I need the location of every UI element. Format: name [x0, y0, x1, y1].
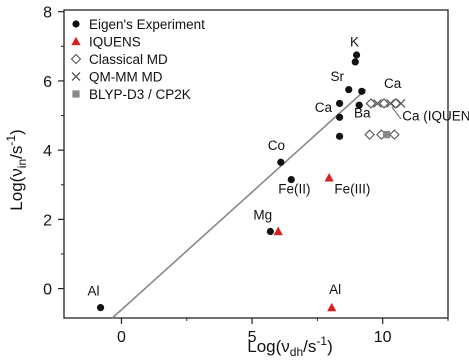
fit-line	[111, 89, 367, 319]
fit-line-layer	[111, 89, 367, 319]
x-axis-label-exp: -1	[316, 334, 327, 348]
data-point	[277, 158, 285, 166]
y-axis-label-sub: in	[15, 159, 29, 168]
y-tick-label: 2	[43, 212, 52, 229]
legend-label: QM-MM MD	[89, 70, 163, 85]
y-axis-label: Log(νin/s-1)	[4, 129, 29, 210]
data-point	[355, 101, 363, 109]
series-3	[373, 98, 406, 108]
legend-label: Classical MD	[89, 52, 168, 67]
data-point	[396, 98, 406, 108]
data-point	[324, 173, 334, 182]
point-annotation: Sr	[330, 69, 344, 84]
legend-marker	[70, 53, 82, 65]
data-point	[335, 132, 344, 140]
series-1	[273, 173, 337, 312]
data-point	[352, 51, 361, 59]
data-point	[287, 175, 295, 184]
data-point	[378, 98, 390, 109]
ca-iquens-pointer-line	[391, 106, 402, 120]
point-annotation: Fe(III)	[334, 181, 370, 196]
y-tick-label: 4	[43, 143, 52, 160]
data-point	[390, 98, 402, 109]
point-annotation: Mg	[253, 207, 272, 222]
point-annotation: Al	[329, 282, 341, 297]
data-point	[345, 85, 353, 94]
x-tick-label: 0	[117, 329, 126, 346]
data-point	[351, 58, 359, 66]
data-point	[273, 226, 283, 236]
axes: 0 5 10 0 2 4 6 8	[43, 5, 449, 346]
y-tick-label: 0	[43, 282, 52, 299]
data-point	[327, 302, 337, 312]
x-tick-label: 10	[374, 329, 392, 346]
x-axis-label-close: )	[327, 337, 333, 356]
series-0	[96, 51, 366, 312]
series-4	[383, 130, 391, 139]
data-point	[383, 130, 391, 139]
y-tick-label: 8	[43, 5, 52, 22]
data-point	[373, 98, 382, 108]
data-point	[386, 98, 395, 108]
y-tick-label: 6	[43, 74, 52, 91]
x-axis-label: Log(νdh/s-1)	[247, 334, 332, 359]
data-point	[389, 129, 400, 140]
legend-marker	[72, 20, 80, 28]
point-annotation: Al	[88, 284, 100, 299]
data-marks	[96, 51, 406, 312]
y-axis-label-exp: -1	[4, 135, 18, 146]
data-point	[335, 113, 344, 121]
legend-label: BLYP-D3 / CP2K	[89, 87, 191, 102]
legend-marker	[71, 72, 81, 81]
data-point	[358, 87, 366, 95]
plot-frame	[63, 9, 449, 319]
legend-label: IQUENS	[89, 35, 141, 50]
point-annotation: Ca	[384, 76, 402, 91]
point-annotation: K	[350, 34, 359, 49]
legend-marker	[72, 90, 80, 98]
x-tick-label: 5	[248, 329, 257, 346]
data-point	[96, 304, 105, 312]
point-annotation: Fe(II)	[278, 181, 310, 196]
point-annotation: Ca	[315, 100, 333, 115]
data-point	[335, 99, 344, 108]
annotations: Al Mg Co Fe(II) Fe(III) Al Ca Sr Ba K Ca Ca (IQUENS…	[88, 34, 469, 298]
data-point	[266, 227, 274, 236]
point-annotation: Ca (IQUENS)	[402, 109, 469, 124]
legend-marker	[71, 36, 81, 46]
data-point	[365, 98, 377, 109]
x-axis-label-unit: /s	[303, 337, 316, 356]
legend-label: Eigen's Experiment	[89, 17, 205, 32]
point-annotation: Ba	[354, 105, 371, 120]
x-axis-label-sub: dh	[290, 345, 303, 359]
data-point	[364, 129, 375, 140]
point-annotation: Co	[268, 138, 285, 153]
y-axis-label-close: )	[7, 129, 26, 135]
legend: Eigen's Experiment IQUENS Classical MD QM-M…	[70, 17, 205, 102]
y-axis-label-unit: /s	[7, 146, 26, 159]
